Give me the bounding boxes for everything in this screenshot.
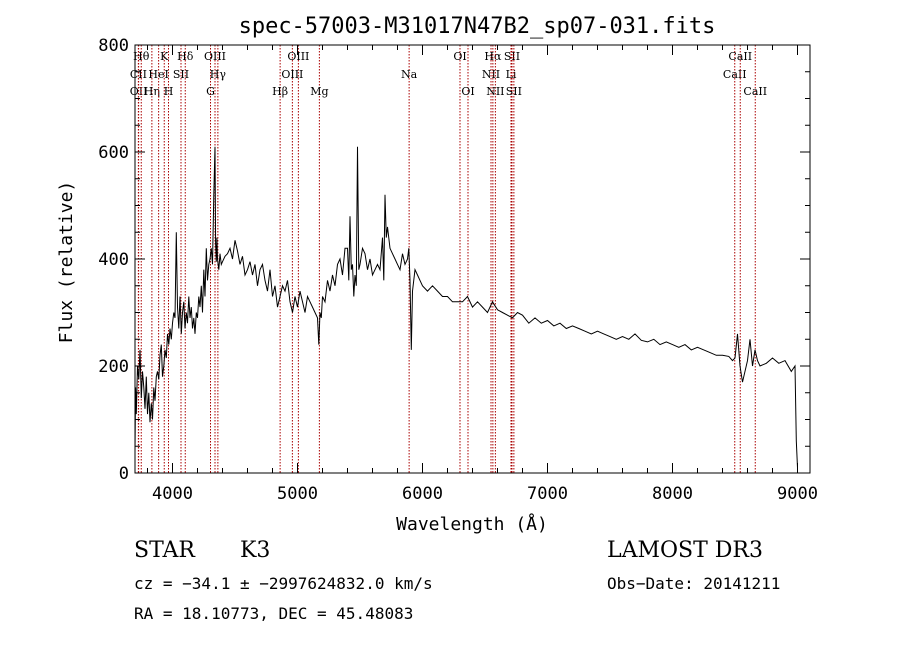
survey-release: LAMOST DR3 bbox=[607, 538, 763, 563]
line-label-7: SII bbox=[173, 68, 189, 81]
line-label-4: HeI bbox=[148, 68, 168, 81]
axes: 4000 5000 6000 7000 8000 9000 0 200 400 600 800 bbox=[98, 36, 818, 504]
object-subclass: K3 bbox=[240, 538, 271, 563]
coordinates-readout: RA = 18.10773, DEC = 45.48083 bbox=[134, 604, 414, 623]
y-tick-label: 200 bbox=[98, 357, 129, 377]
plot-frame bbox=[134, 44, 811, 474]
line-label-16: Na bbox=[401, 68, 418, 81]
flux-series-line bbox=[134, 146, 798, 468]
line-label-20: Hα bbox=[484, 50, 502, 63]
line-label-22: SII bbox=[504, 50, 520, 63]
line-label-6: H bbox=[164, 85, 174, 98]
line-label-24: SII bbox=[506, 85, 522, 98]
x-tick-label: 9000 bbox=[777, 484, 818, 504]
line-label-26: CaII bbox=[728, 50, 752, 63]
line-label-17: OI bbox=[453, 50, 466, 63]
y-tick-label: 600 bbox=[98, 143, 129, 163]
line-label-2: Hθ bbox=[133, 50, 150, 63]
x-axis-label: Wavelength (Å) bbox=[396, 513, 548, 535]
spectrum-chart: spec-57003-M31017N47B2_sp07-031.fits CII… bbox=[56, 14, 818, 535]
line-label-9: G bbox=[206, 85, 215, 98]
y-tick-label: 0 bbox=[119, 464, 129, 484]
spectral-line-markers: CII OII Hθ Hη HeI K H SII Hδ G OIII Hγ Hβ OIII OIII Mg N… bbox=[130, 45, 767, 473]
line-label-14: OIII bbox=[287, 50, 309, 63]
line-label-3: Hη bbox=[144, 85, 160, 98]
line-label-21: NII bbox=[486, 85, 504, 98]
line-label-18: OI bbox=[461, 85, 474, 98]
y-axis-label: Flux (relative) bbox=[56, 181, 77, 344]
line-label-8: Hδ bbox=[177, 50, 194, 63]
x-tick-label: 8000 bbox=[652, 484, 693, 504]
x-tick-label: 4000 bbox=[152, 484, 193, 504]
x-tick-label: 7000 bbox=[527, 484, 568, 504]
x-tick-label: 5000 bbox=[277, 484, 318, 504]
y-tick-label: 800 bbox=[98, 36, 129, 56]
line-label-10: OIII bbox=[204, 50, 226, 63]
line-label-23: Li bbox=[506, 68, 517, 81]
line-label-25: CaII bbox=[723, 68, 747, 81]
line-label-19: NII bbox=[482, 68, 500, 81]
line-label-0: CII bbox=[130, 68, 147, 81]
line-label-11: Hγ bbox=[210, 68, 227, 81]
object-class: STAR bbox=[134, 538, 195, 563]
line-label-27: CaII bbox=[743, 85, 767, 98]
x-tick-label: 6000 bbox=[402, 484, 443, 504]
redshift-readout: cz = −34.1 ± −2997624832.0 km/s bbox=[134, 574, 433, 593]
chart-title: spec-57003-M31017N47B2_sp07-031.fits bbox=[239, 14, 716, 39]
y-tick-label: 400 bbox=[98, 250, 129, 270]
line-label-13: OIII bbox=[281, 68, 303, 81]
line-label-15: Mg bbox=[310, 85, 328, 98]
observation-date: Obs−Date: 20141211 bbox=[607, 574, 781, 593]
line-label-1: OII bbox=[130, 85, 148, 98]
line-label-12: Hβ bbox=[272, 85, 288, 98]
line-label-5: K bbox=[160, 50, 169, 63]
